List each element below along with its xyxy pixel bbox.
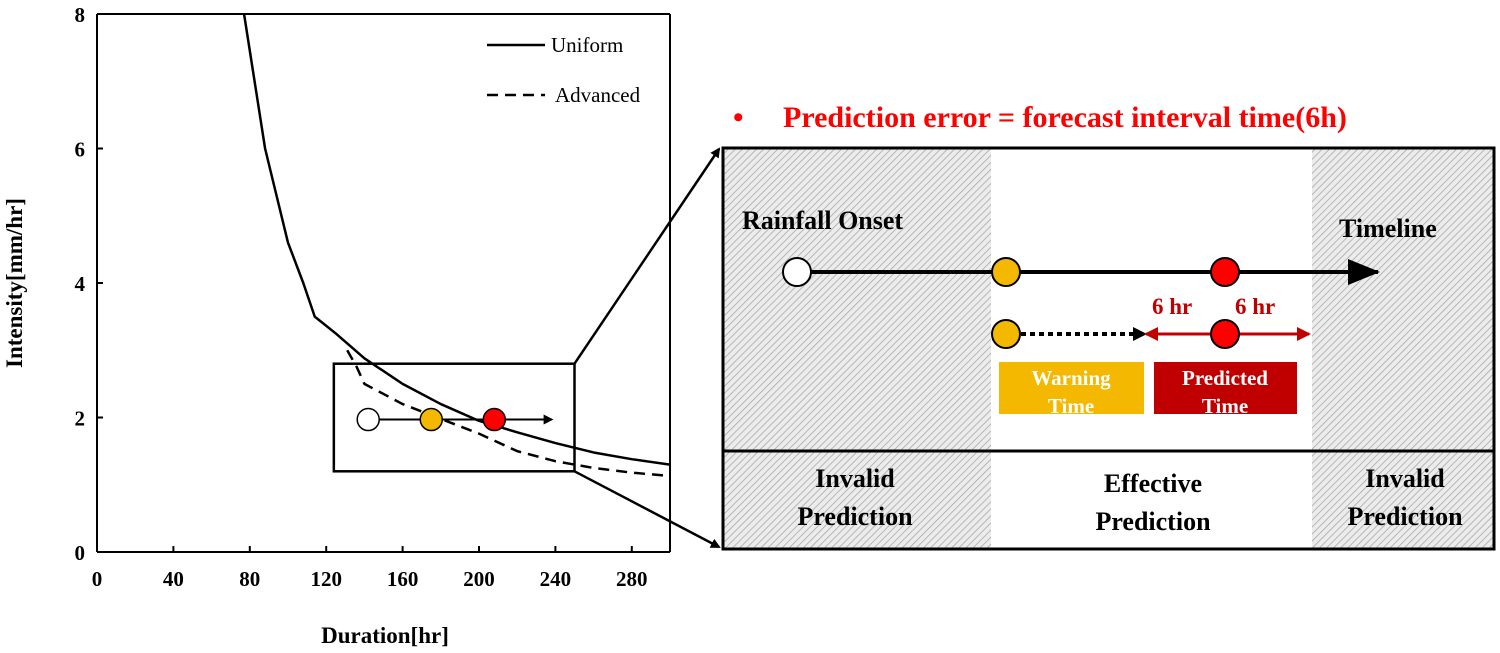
zoom-connector-bottom bbox=[573, 470, 721, 549]
invalid-left-label-line1: Invalid bbox=[815, 464, 895, 493]
chart-marker-2 bbox=[482, 407, 507, 432]
effective-label-line2: Prediction bbox=[1095, 507, 1211, 536]
x-tick-label: 240 bbox=[540, 567, 572, 591]
warning-time-box bbox=[999, 362, 1144, 414]
y-tick-label: 4 bbox=[75, 272, 86, 296]
series-line-advanced bbox=[346, 349, 670, 478]
x-tick-label: 80 bbox=[239, 567, 260, 591]
warning-time-label-line1: Warning bbox=[1031, 366, 1111, 390]
warning-marker bbox=[991, 257, 1021, 287]
chart-marker-1 bbox=[419, 407, 443, 432]
series-layer bbox=[242, 14, 670, 478]
warning-marker-row2 bbox=[991, 319, 1021, 349]
zoom-connector-top bbox=[573, 147, 721, 365]
legend-uniform-label: Uniform bbox=[551, 33, 623, 57]
effective-label-line1: Effective bbox=[1104, 469, 1202, 498]
x-tick-label: 0 bbox=[92, 567, 103, 591]
warning-time-label-line2: Time bbox=[1048, 394, 1094, 418]
prediction-marker-row2 bbox=[1210, 319, 1240, 349]
title-bullet: • bbox=[733, 101, 744, 134]
panel-title: Prediction error = forecast interval tim… bbox=[783, 101, 1347, 134]
onset-marker bbox=[782, 257, 812, 287]
legend-advanced-label: Advanced bbox=[555, 83, 641, 107]
zoom-layer bbox=[332, 147, 721, 549]
predicted-time-label-line1: Predicted bbox=[1182, 366, 1268, 390]
y-tick-label: 2 bbox=[75, 407, 86, 431]
x-tick-label: 280 bbox=[616, 567, 648, 591]
x-tick-label: 200 bbox=[463, 567, 495, 591]
legend: Uniform Advanced bbox=[487, 33, 641, 107]
x-tick-label: 120 bbox=[310, 567, 342, 591]
invalid-region-right bbox=[1312, 148, 1494, 549]
effective-region bbox=[991, 148, 1312, 549]
tick-layer: 0 40 80 120 160 200 240 280 0 2 4 6 8 bbox=[75, 3, 648, 591]
series-line-uniform bbox=[242, 14, 670, 466]
timeline-label: Timeline bbox=[1339, 214, 1437, 243]
y-tick-label: 0 bbox=[75, 541, 86, 565]
invalid-left-label-line2: Prediction bbox=[797, 502, 913, 531]
y-tick-label: 8 bbox=[75, 3, 86, 27]
invalid-right-label-line1: Invalid bbox=[1365, 464, 1445, 493]
x-axis-label: Duration[hr] bbox=[321, 623, 449, 648]
predicted-time-label-line2: Time bbox=[1202, 394, 1248, 418]
prediction-error-panel: • Prediction error = forecast interval t… bbox=[721, 101, 1496, 551]
zoom-box bbox=[332, 362, 576, 473]
intensity-duration-chart: 0 40 80 120 160 200 240 280 0 2 4 6 8 Duration[hr] I… bbox=[2, 3, 721, 648]
marker-layer bbox=[356, 407, 554, 432]
predicted-time-box bbox=[1154, 362, 1297, 414]
y-axis-label: Intensity[mm/hr] bbox=[2, 198, 27, 368]
y-tick-label: 6 bbox=[75, 138, 86, 162]
rainfall-onset-label: Rainfall Onset bbox=[742, 206, 903, 235]
invalid-region-left bbox=[723, 148, 991, 549]
prediction-marker bbox=[1210, 257, 1240, 287]
invalid-right-label-line2: Prediction bbox=[1347, 502, 1463, 531]
six-hr-right-label: 6 hr bbox=[1235, 294, 1275, 319]
six-hr-left-label: 6 hr bbox=[1152, 294, 1192, 319]
x-tick-label: 40 bbox=[163, 567, 184, 591]
chart-marker-0 bbox=[356, 407, 380, 432]
x-tick-label: 160 bbox=[387, 567, 419, 591]
panel-frame bbox=[721, 146, 1496, 551]
